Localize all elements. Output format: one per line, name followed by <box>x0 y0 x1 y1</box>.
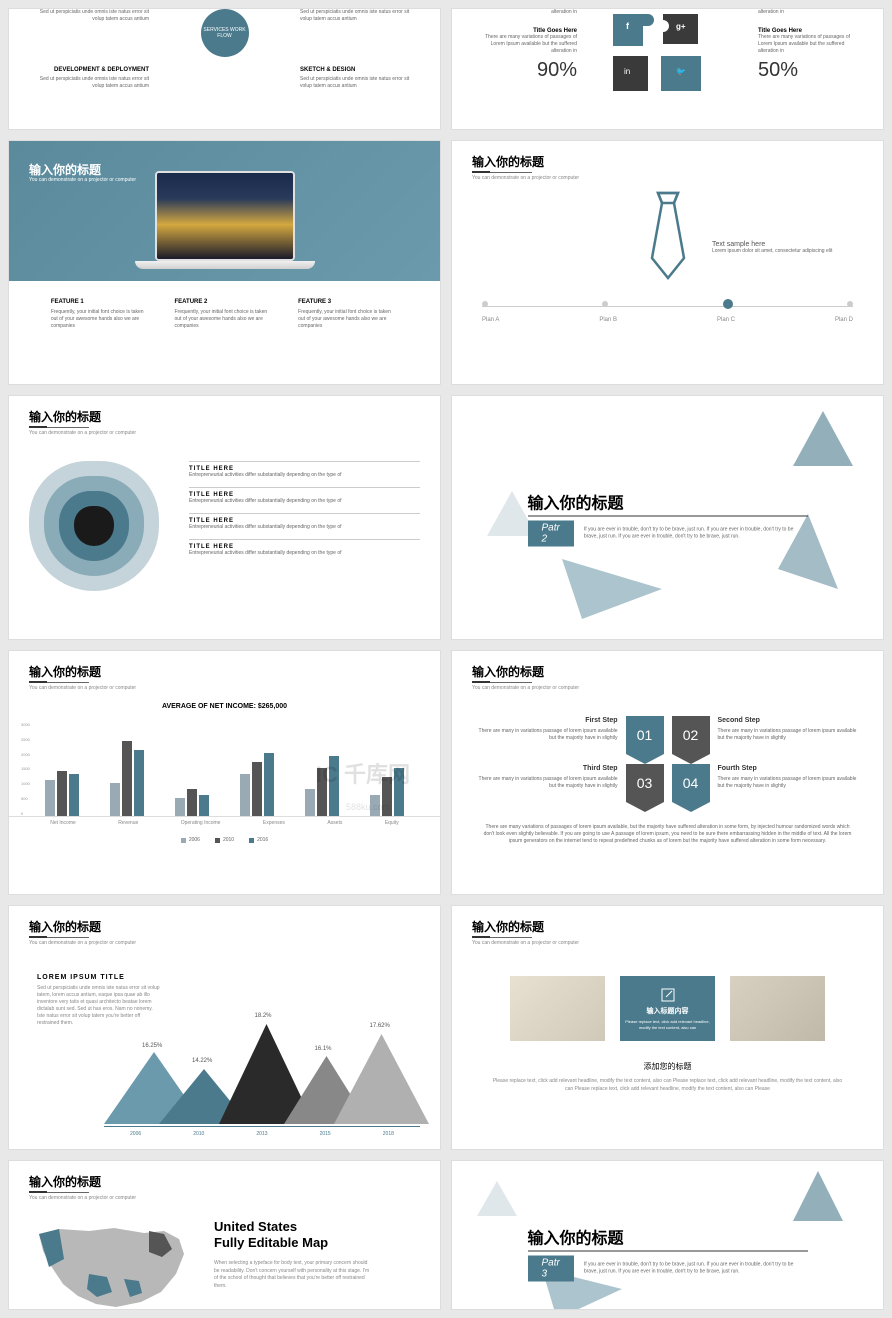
add-body: Please replace text, click add relevant … <box>452 1072 883 1099</box>
us-map-graphic <box>29 1219 199 1310</box>
bar-chart: 300025002000150010005000 <box>9 722 440 817</box>
feature-2: FEATURE 2Frequently, your initial font c… <box>174 299 274 330</box>
text: alteration in <box>758 9 863 16</box>
laptop-graphic <box>135 171 315 286</box>
slide-title: 输入你的标题 <box>452 906 883 937</box>
lorem-heading: LOREM IPSUM TITLE <box>9 946 440 985</box>
edit-icon <box>660 987 676 1003</box>
heading: DEVELOPMENT & DEPLOYMENT <box>39 67 149 73</box>
add-title: 添加您的标题 <box>452 1061 883 1072</box>
image-placeholder-2 <box>730 976 825 1041</box>
text: Sed ut perspiciatis unde omnis iste natu… <box>300 9 410 23</box>
text: Sed ut perspiciatis unde omnis iste natu… <box>300 76 410 90</box>
slide-title: 输入你的标题 <box>9 651 440 682</box>
slide-title: 输入你的标题 <box>9 396 440 427</box>
slide-apple-layers: 输入你的标题 You can demonstrate on a projecto… <box>8 395 441 640</box>
text: There are many variations of passages of… <box>758 34 863 55</box>
part-text: If you are ever in trouble, don't try to… <box>584 527 808 540</box>
text: Sed ut perspiciatis unde omnis iste natu… <box>39 76 149 90</box>
slide-subtitle: You can demonstrate on a projector or co… <box>9 1193 440 1201</box>
map-heading-1: United States <box>214 1219 374 1235</box>
heading: SKETCH & DESIGN <box>300 67 410 73</box>
slide-tie-timeline: 输入你的标题 You can demonstrate on a projecto… <box>451 140 884 385</box>
tie-caption: Text sample here Lorem ipsum dolor sit a… <box>712 241 832 255</box>
percentage: 90% <box>472 59 577 82</box>
slide-subtitle: You can demonstrate on a projector or co… <box>452 173 883 181</box>
part-badge: Patr 3 <box>528 1255 574 1281</box>
part-title: 输入你的标题 <box>528 1224 808 1251</box>
center-card: 输入标题内容 Please replace text, click add re… <box>620 976 715 1041</box>
slide-mountain-chart: 输入你的标题 You can demonstrate on a projecto… <box>8 905 441 1150</box>
slide-laptop-features: 输入你的标题 You can demonstrate on a projecto… <box>8 140 441 385</box>
feature-1: FEATURE 1Frequently, your initial font c… <box>51 299 151 330</box>
slide-title: 输入你的标题 <box>9 1161 440 1192</box>
slide-title: 输入你的标题 <box>9 906 440 937</box>
slide-subtitle: You can demonstrate on a projector or co… <box>452 938 883 946</box>
slide-title: 输入你的标题 <box>452 651 883 682</box>
slide-part2: 输入你的标题 Patr 2 If you are ever in trouble… <box>451 395 884 640</box>
slide-subtitle: You can demonstrate on a projector or co… <box>29 177 136 183</box>
map-body: When selecting a typeface for body text,… <box>214 1260 374 1290</box>
part-title: 输入你的标题 <box>528 489 808 516</box>
mountain-chart: 16.25%14.22%18.2%16.1%17.62% <box>104 994 420 1124</box>
slide-title: 输入你的标题 <box>452 141 883 172</box>
slide-image-row: 输入你的标题 You can demonstrate on a projecto… <box>451 905 884 1150</box>
map-heading-2: Fully Editable Map <box>214 1235 374 1251</box>
part-badge: Patr 2 <box>528 520 574 546</box>
tie-icon <box>638 191 698 281</box>
slide-subtitle: You can demonstrate on a projector or co… <box>9 683 440 691</box>
text: alteration in <box>472 9 577 16</box>
svg-text:in: in <box>624 67 630 76</box>
part-text: If you are ever in trouble, don't try to… <box>584 1262 808 1275</box>
slide-subtitle: You can demonstrate on a projector or co… <box>9 428 440 436</box>
image-placeholder-1 <box>510 976 605 1041</box>
text: There are many variations of passages of… <box>472 34 577 55</box>
slide-bar-chart: 输入你的标题 You can demonstrate on a projecto… <box>8 650 441 895</box>
steps-footer: There are many variations of passages of… <box>452 812 883 845</box>
slide-subtitle: You can demonstrate on a projector or co… <box>452 683 883 691</box>
workflow-circle: SERVICES WORK FLOW <box>201 9 249 57</box>
slide-title: 输入你的标题 <box>29 161 101 178</box>
feature-3: FEATURE 3Frequently, your initial font c… <box>298 299 398 330</box>
slide-services-workflow: Sed ut perspiciatis unde omnis iste natu… <box>8 8 441 130</box>
apple-graphic <box>29 461 159 591</box>
percentage: 50% <box>758 59 863 82</box>
plan-timeline: Plan APlan BPlan CPlan D <box>482 301 853 331</box>
slide-puzzle-stats: alteration in Title Goes Here There are … <box>451 8 884 130</box>
slide-four-steps: 输入你的标题 You can demonstrate on a projecto… <box>451 650 884 895</box>
svg-text:🐦: 🐦 <box>676 67 686 76</box>
slide-subtitle: You can demonstrate on a projector or co… <box>9 938 440 946</box>
chart-title: AVERAGE OF NET INCOME: $265,000 <box>9 703 440 710</box>
puzzle-graphic: f g+ 🐦 in <box>598 9 738 99</box>
slide-part3: 输入你的标题 Patr 3 If you are ever in trouble… <box>451 1160 884 1310</box>
svg-text:g+: g+ <box>676 22 686 31</box>
text: Sed ut perspiciatis unde omnis iste natu… <box>39 9 149 23</box>
slide-us-map: 输入你的标题 You can demonstrate on a projecto… <box>8 1160 441 1310</box>
